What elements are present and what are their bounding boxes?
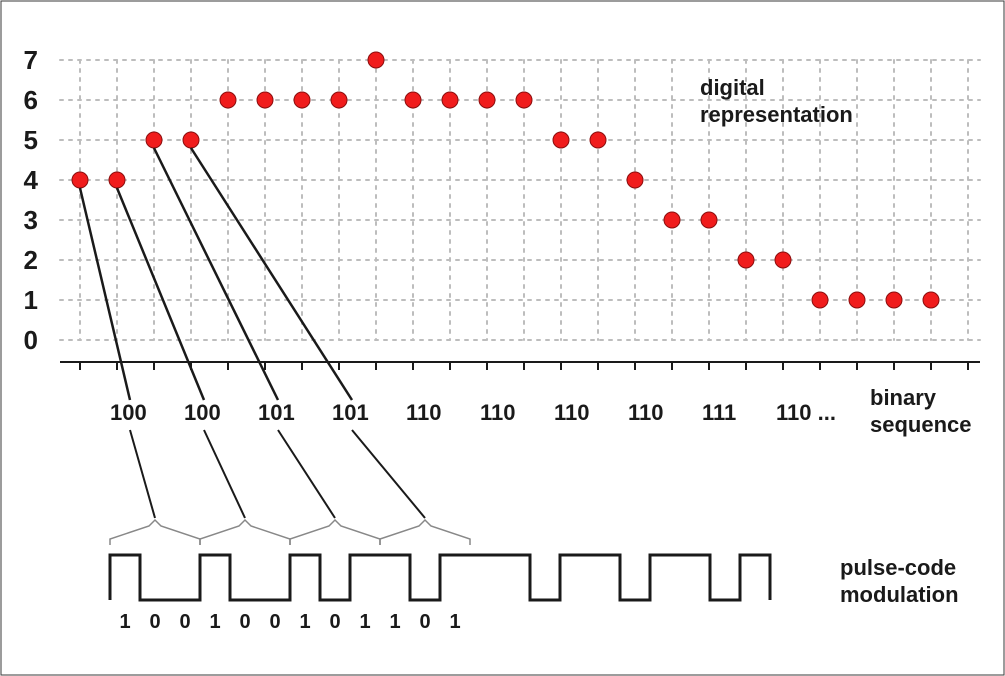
- sample-dot: [812, 292, 828, 308]
- sample-dot: [368, 52, 384, 68]
- pcm-bit-label: 1: [389, 611, 400, 633]
- sample-dot: [849, 292, 865, 308]
- sample-dot: [664, 212, 680, 228]
- binary-group: 110: [628, 400, 664, 425]
- sample-dot: [183, 132, 199, 148]
- sample-dot: [72, 172, 88, 188]
- svg-text:7: 7: [24, 45, 38, 75]
- pcm-bit-label: 1: [299, 611, 310, 633]
- binary-group: 110: [554, 400, 590, 425]
- svg-text:modulation: modulation: [840, 582, 959, 607]
- binary-group: 101: [332, 400, 369, 425]
- svg-text:6: 6: [24, 85, 38, 115]
- sample-dot: [701, 212, 717, 228]
- pcm-bit-label: 0: [329, 611, 340, 633]
- pcm-bit-label: 1: [359, 611, 370, 633]
- svg-text:4: 4: [24, 165, 39, 195]
- sample-dot: [516, 92, 532, 108]
- binary-group: 100: [110, 400, 147, 425]
- svg-text:2: 2: [24, 245, 38, 275]
- pcm-bit-label: 0: [419, 611, 430, 633]
- pcm-bit-label: 1: [449, 611, 460, 633]
- svg-text:3: 3: [24, 205, 38, 235]
- pcm-bit-label: 0: [179, 611, 190, 633]
- binary-group: 100: [184, 400, 221, 425]
- sample-dot: [294, 92, 310, 108]
- pcm-bit-label: 0: [239, 611, 250, 633]
- pcm-bit-label: 0: [149, 611, 160, 633]
- svg-text:pulse-code: pulse-code: [840, 555, 956, 580]
- svg-text:5: 5: [24, 125, 38, 155]
- binary-group: 110: [480, 400, 516, 425]
- sample-dot: [738, 252, 754, 268]
- binary-group: 111: [702, 400, 736, 425]
- pcm-diagram: 01234567digitalrepresentation10010010110…: [0, 0, 1005, 676]
- binary-group: 110 ...: [776, 400, 836, 425]
- svg-text:binary: binary: [870, 385, 937, 410]
- svg-text:sequence: sequence: [870, 412, 972, 437]
- sample-dot: [479, 92, 495, 108]
- pcm-bit-label: 1: [209, 611, 220, 633]
- sample-dot: [405, 92, 421, 108]
- svg-text:1: 1: [24, 285, 38, 315]
- sample-dot: [627, 172, 643, 188]
- sample-dot: [590, 132, 606, 148]
- sample-dot: [146, 132, 162, 148]
- svg-text:0: 0: [24, 325, 38, 355]
- sample-dot: [331, 92, 347, 108]
- pcm-bit-label: 1: [119, 611, 130, 633]
- binary-group: 110: [406, 400, 442, 425]
- sample-dot: [775, 252, 791, 268]
- sample-dot: [257, 92, 273, 108]
- pcm-bit-label: 0: [269, 611, 280, 633]
- sample-dot: [220, 92, 236, 108]
- sample-dot: [886, 292, 902, 308]
- svg-text:digital: digital: [700, 75, 765, 100]
- sample-dot: [442, 92, 458, 108]
- sample-dot: [109, 172, 125, 188]
- binary-group: 101: [258, 400, 295, 425]
- sample-dot: [553, 132, 569, 148]
- svg-text:representation: representation: [700, 102, 853, 127]
- sample-dot: [923, 292, 939, 308]
